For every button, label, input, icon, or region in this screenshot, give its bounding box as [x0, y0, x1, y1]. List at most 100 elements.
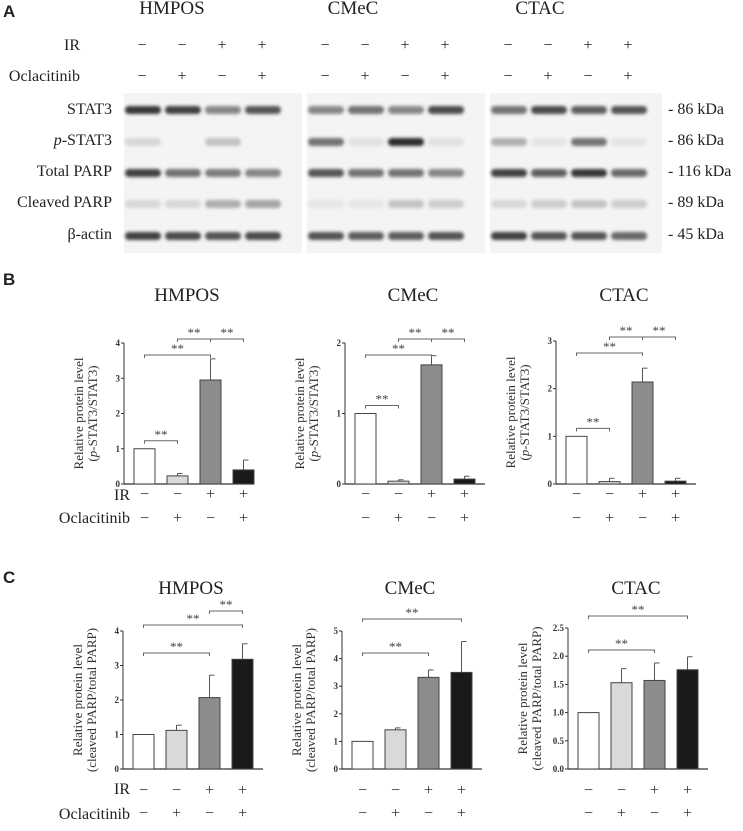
condition-sign: + — [400, 37, 410, 54]
blot-title-ctac: CTAC — [515, 0, 565, 19]
svg-text:Relative protein level: Relative protein level — [292, 357, 307, 469]
svg-text:**: ** — [632, 602, 645, 617]
blot-band — [571, 106, 607, 114]
blot-band — [308, 106, 344, 114]
row-label-cleaved-parp: Cleaved PARP — [17, 194, 112, 211]
condition-sign: − — [137, 37, 147, 54]
svg-text:0.0: 0.0 — [553, 764, 565, 774]
svg-text:−: − — [358, 805, 367, 822]
svg-text:0: 0 — [548, 479, 553, 489]
svg-text:−: − — [205, 805, 214, 822]
blot-band — [308, 200, 344, 208]
panel-letter-b: B — [3, 270, 16, 289]
condition-sign: − — [137, 68, 147, 85]
blot-band — [611, 232, 647, 240]
svg-text:**: ** — [220, 597, 233, 612]
svg-text:−: − — [140, 510, 149, 527]
svg-text:Relative protein level: Relative protein level — [70, 644, 85, 756]
chart-title: HMPOS — [158, 578, 224, 599]
svg-text:2.5: 2.5 — [553, 623, 565, 633]
blot-band — [491, 106, 527, 114]
svg-text:2: 2 — [548, 384, 553, 394]
svg-text:**: ** — [409, 325, 422, 340]
blot-band — [125, 169, 161, 177]
blot-band — [571, 138, 607, 146]
svg-text:1: 1 — [334, 736, 339, 746]
panel-letter-a: A — [3, 2, 16, 21]
svg-text:Relative protein level: Relative protein level — [289, 644, 304, 756]
condition-sign: + — [543, 68, 553, 85]
blot-band — [308, 232, 344, 240]
svg-text:0: 0 — [116, 479, 121, 489]
blot-band — [205, 200, 241, 208]
blot-band — [165, 200, 201, 208]
svg-text:+: + — [391, 805, 400, 822]
c-oclacitinib-label: Oclacitinib — [58, 806, 130, 823]
blot-band — [428, 106, 464, 114]
svg-text:−: − — [139, 805, 148, 822]
condition-sign: − — [217, 68, 227, 85]
svg-text:0: 0 — [337, 479, 342, 489]
kda-total-parp: - 116 kDa — [668, 163, 732, 180]
kda-beta-actin: - 45 kDa — [668, 226, 724, 243]
condition-sign: + — [583, 37, 593, 54]
svg-text:+: + — [206, 486, 215, 503]
blot-band — [348, 138, 384, 146]
blot-band — [428, 169, 464, 177]
blot-band — [165, 232, 201, 240]
svg-text:3: 3 — [116, 373, 121, 383]
svg-text:**: ** — [221, 325, 234, 340]
svg-text:−: − — [391, 782, 400, 799]
blot-band — [571, 169, 607, 177]
blot-band — [205, 232, 241, 240]
chart-title: CTAC — [599, 285, 649, 306]
blot-band — [428, 138, 464, 146]
blot-band — [348, 232, 384, 240]
oclacitinib-label: Oclacitinib — [8, 68, 80, 85]
svg-text:1: 1 — [116, 444, 121, 454]
condition-sign: + — [257, 68, 267, 85]
svg-text:1: 1 — [337, 409, 342, 419]
svg-text:−: − — [361, 486, 370, 503]
svg-text:−: − — [206, 510, 215, 527]
svg-text:3: 3 — [548, 336, 553, 346]
svg-text:**: ** — [188, 325, 201, 340]
blot-title-hmpos: HMPOS — [139, 0, 205, 19]
svg-text:Relative protein level: Relative protein level — [503, 356, 518, 468]
svg-text:2: 2 — [115, 695, 120, 705]
blot-band — [388, 169, 424, 177]
svg-text:−: − — [424, 805, 433, 822]
row-label-stat3: STAT3 — [67, 101, 112, 118]
svg-text:(p-STAT3/STAT3): (p-STAT3/STAT3) — [85, 365, 100, 461]
c-ir-label: IR — [114, 781, 130, 798]
svg-text:**: ** — [406, 605, 419, 620]
blot-band — [125, 232, 161, 240]
svg-text:**: ** — [376, 392, 389, 407]
svg-text:(cleaved PARP/total PARP): (cleaved PARP/total PARP) — [84, 628, 99, 772]
svg-text:−: − — [605, 486, 614, 503]
condition-sign: − — [320, 68, 330, 85]
condition-sign: + — [177, 68, 187, 85]
svg-text:+: + — [671, 486, 680, 503]
svg-text:+: + — [172, 805, 181, 822]
panel-letter-c: C — [3, 568, 16, 587]
blot-title-cmec: CMeC — [327, 0, 379, 19]
svg-text:(cleaved PARP/total PARP): (cleaved PARP/total PARP) — [529, 626, 544, 770]
svg-text:−: − — [361, 510, 370, 527]
chart-title: CTAC — [611, 578, 661, 599]
svg-text:Relative protein level: Relative protein level — [515, 642, 530, 754]
blot-band — [125, 138, 161, 146]
svg-text:2: 2 — [116, 409, 121, 419]
svg-text:1: 1 — [548, 431, 553, 441]
svg-text:1.5: 1.5 — [553, 679, 565, 689]
svg-text:−: − — [172, 782, 181, 799]
svg-text:**: ** — [442, 325, 455, 340]
svg-text:+: + — [460, 510, 469, 527]
blot-band — [165, 106, 201, 114]
blot-band — [165, 169, 201, 177]
svg-text:1.0: 1.0 — [553, 708, 565, 718]
condition-sign: + — [257, 37, 267, 54]
svg-text:+: + — [638, 486, 647, 503]
blot-band — [388, 106, 424, 114]
